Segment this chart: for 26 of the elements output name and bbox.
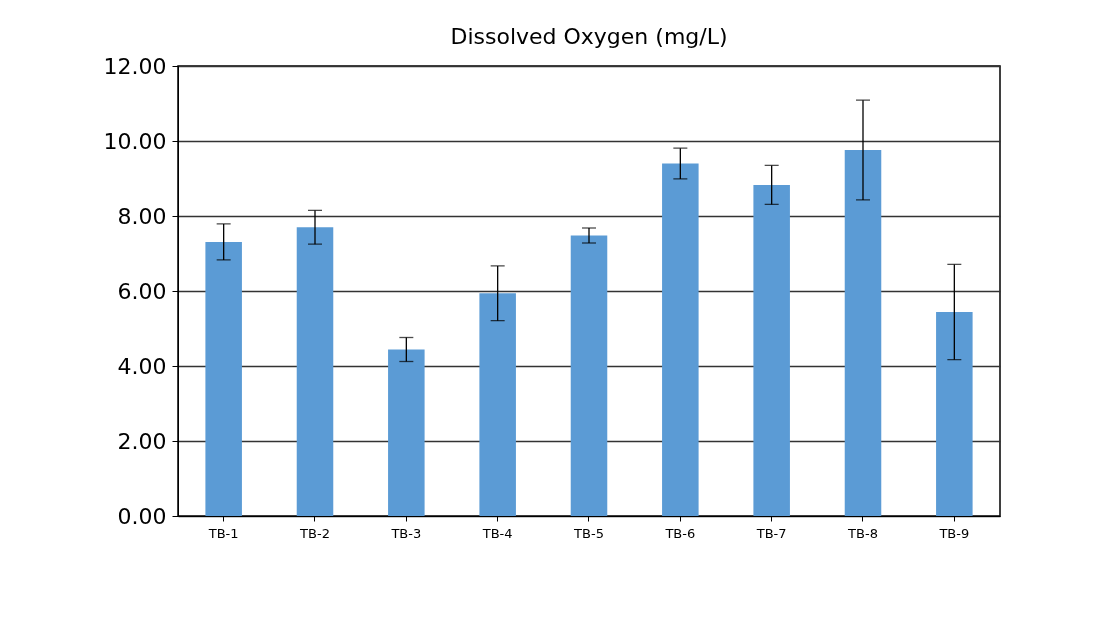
y-tick-label: 10.00 [103,128,167,154]
bar [479,293,516,516]
bar [662,163,699,516]
x-tick-label: TB-2 [299,525,330,541]
bar [296,227,334,516]
bar [205,241,242,516]
y-tick-label: 0.00 [117,503,167,529]
y-tick-label: 2.00 [117,428,167,454]
x-tick-label: TB-3 [390,525,422,541]
bar [844,150,882,516]
y-tick-label: 4.00 [117,353,167,379]
y-tick-label: 8.00 [117,203,167,229]
x-tick-label: TB-4 [481,525,513,541]
bar [936,312,973,516]
bar [388,349,425,516]
x-tick-label: TB-1 [207,525,239,541]
y-tick-label: 6.00 [117,278,167,304]
x-tick-label: TB-5 [573,525,604,541]
x-tick-label: TB-7 [755,525,787,541]
y-tick-label: 12.00 [103,53,167,79]
x-tick-label: TB-6 [664,525,696,541]
x-tick-label: TB-8 [847,525,878,541]
bar [753,184,790,516]
chart-title: Dissolved Oxygen (mg/L) [450,24,728,49]
x-tick-label: TB-9 [938,525,970,541]
bar [570,235,608,516]
